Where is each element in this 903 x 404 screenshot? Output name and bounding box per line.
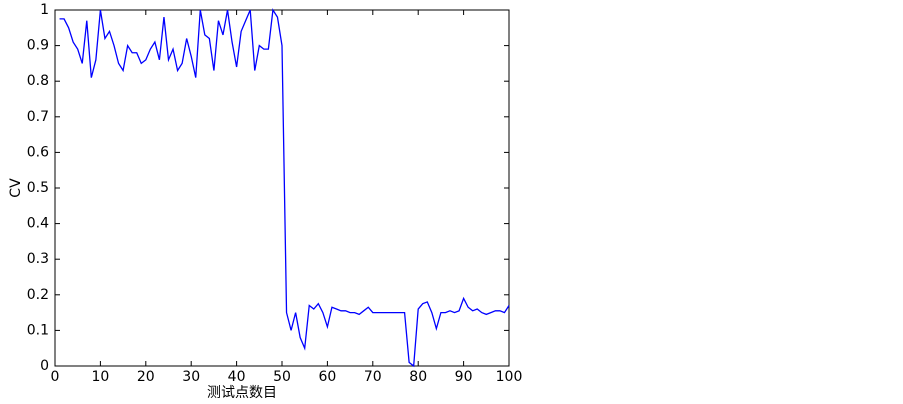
- x-axis-label: 测试点数目: [207, 385, 277, 401]
- x-tick-label: 20: [137, 369, 155, 385]
- x-tick-label: 60: [318, 369, 336, 385]
- x-tick-label: 90: [455, 369, 473, 385]
- x-tick-label: 50: [273, 369, 291, 385]
- y-tick-label: 0.9: [27, 38, 49, 54]
- x-tick-label: 10: [91, 369, 109, 385]
- y-tick-label: 0.6: [27, 144, 49, 160]
- y-tick-label: 0: [40, 358, 49, 374]
- y-tick-label: 0.8: [27, 73, 49, 89]
- y-tick-label: 0.1: [27, 322, 49, 338]
- y-tick-label: 0.4: [27, 216, 49, 232]
- y-tick-label: 0.2: [27, 287, 49, 303]
- x-tick-label: 40: [228, 369, 246, 385]
- data-line: [59, 8, 510, 368]
- y-tick-label: 0.5: [27, 180, 49, 196]
- x-tick-label: 100: [496, 369, 523, 385]
- x-tick-label: 30: [182, 369, 200, 385]
- x-tick-label: 0: [51, 369, 60, 385]
- y-tick-label: 0.3: [27, 251, 49, 267]
- x-tick-label: 80: [409, 369, 427, 385]
- x-tick-label: 70: [364, 369, 382, 385]
- y-axis-label: CV: [8, 178, 24, 198]
- y-tick-label: 0.7: [27, 109, 49, 125]
- y-tick-label: 1: [40, 2, 49, 18]
